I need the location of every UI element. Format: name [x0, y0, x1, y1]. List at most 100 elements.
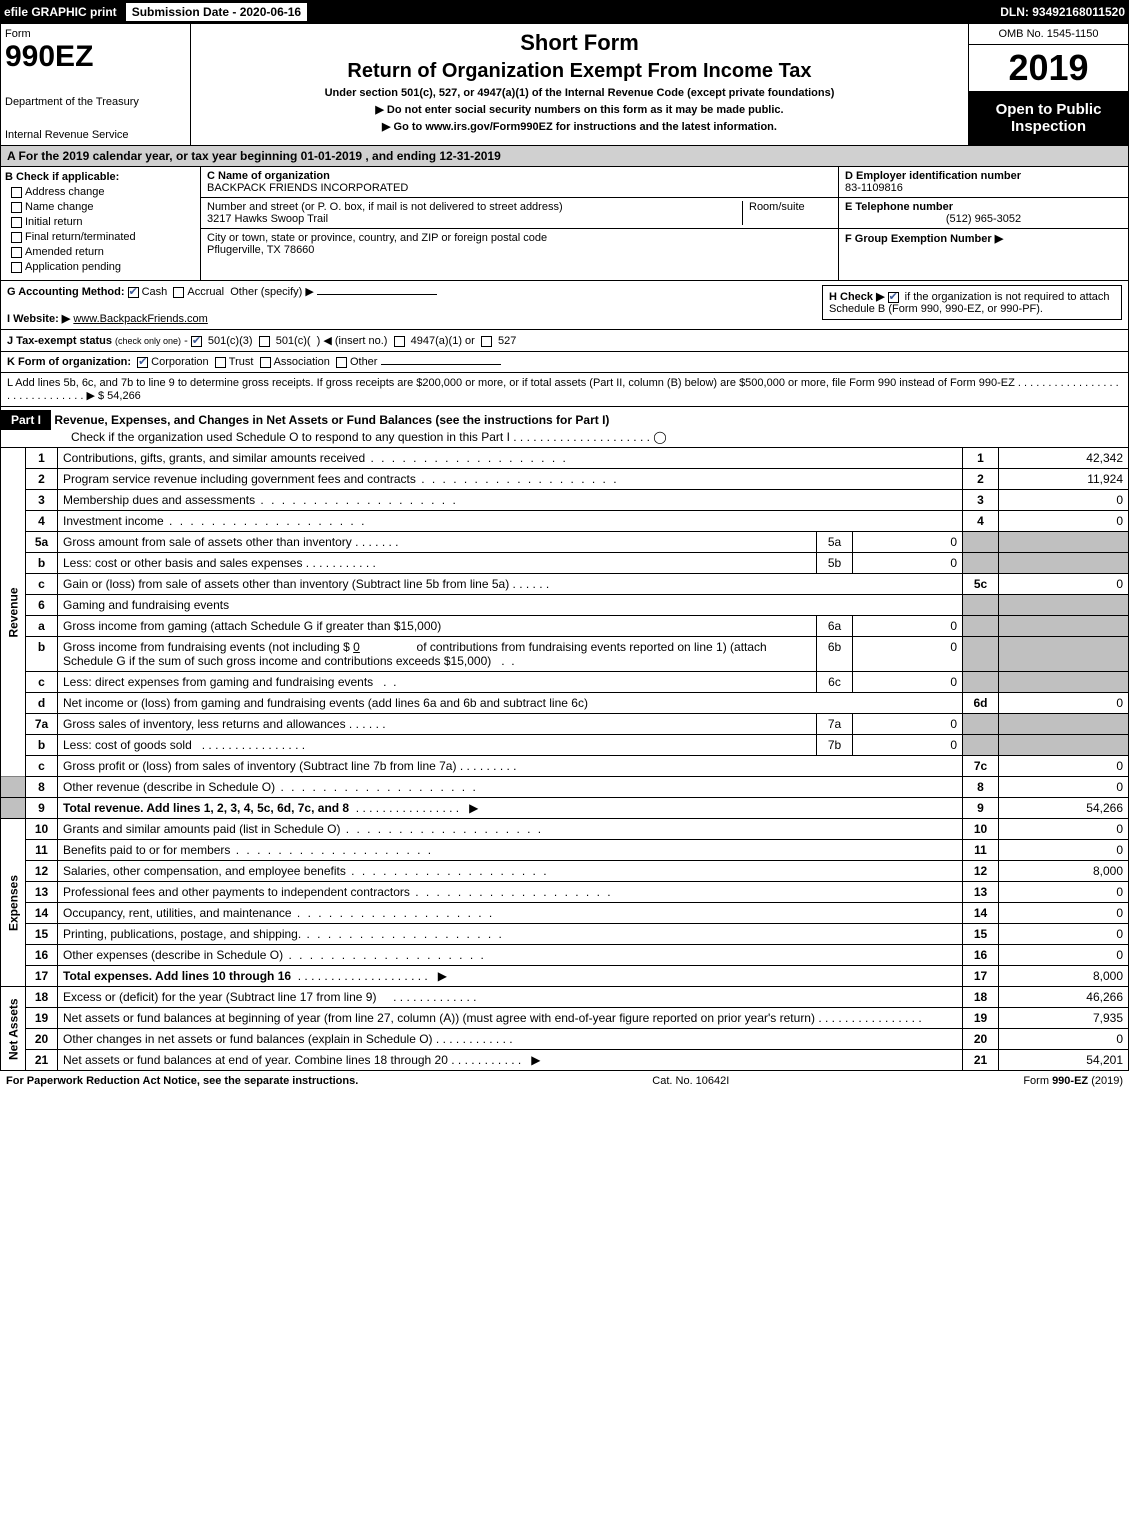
line-17-val: 8,000 [999, 966, 1129, 987]
check-501c3[interactable] [191, 336, 202, 347]
check-accrual[interactable] [173, 287, 184, 298]
street-address: 3217 Hawks Swoop Trail [207, 213, 742, 225]
line-7c-val: 0 [999, 756, 1129, 777]
header-mid: Short Form Return of Organization Exempt… [191, 24, 968, 145]
line-21-val: 54,201 [999, 1050, 1129, 1071]
line-5c-desc: Gain or (loss) from sale of assets other… [63, 577, 509, 591]
line-5b-desc: Less: cost or other basis and sales expe… [63, 556, 302, 570]
subtitle: Under section 501(c), 527, or 4947(a)(1)… [197, 87, 962, 99]
line-6b-sub: 0 [853, 637, 963, 672]
line-2-num: 2 [26, 469, 58, 490]
line-4-desc: Investment income [63, 514, 164, 528]
dept-treasury: Department of the Treasury [5, 96, 186, 108]
main-table: Revenue 1 Contributions, gifts, grants, … [0, 448, 1129, 1071]
line-17-desc: Total expenses. Add lines 10 through 16 [63, 969, 291, 983]
h-text1: H Check ▶ [829, 291, 885, 303]
efile-label: efile GRAPHIC print [4, 5, 117, 19]
check-address-change[interactable]: Address change [11, 186, 196, 198]
side-revenue: Revenue [1, 448, 26, 777]
check-name-change[interactable]: Name change [11, 201, 196, 213]
phone-value: (512) 965-3052 [845, 213, 1122, 225]
row-j: J Tax-exempt status (check only one) - 5… [0, 330, 1129, 352]
check-4947[interactable] [394, 336, 405, 347]
line-9-desc: Total revenue. Add lines 1, 2, 3, 4, 5c,… [63, 801, 349, 815]
line-7c-desc: Gross profit or (loss) from sales of inv… [63, 759, 456, 773]
omb-number: OMB No. 1545-1150 [969, 24, 1128, 45]
c-label: C Name of organization [207, 170, 330, 182]
check-final-return[interactable]: Final return/terminated [11, 231, 196, 243]
line-7b-desc: Less: cost of goods sold [63, 738, 192, 752]
org-name: BACKPACK FRIENDS INCORPORATED [207, 182, 832, 194]
l-text: L Add lines 5b, 6c, and 7b to line 9 to … [7, 377, 1119, 402]
line-16-val: 0 [999, 945, 1129, 966]
tax-period: A For the 2019 calendar year, or tax yea… [0, 146, 1129, 167]
check-527[interactable] [481, 336, 492, 347]
line-4-val: 0 [999, 511, 1129, 532]
check-cash[interactable] [128, 287, 139, 298]
box-def: D Employer identification number 83-1109… [838, 167, 1128, 280]
check-pending[interactable]: Application pending [11, 261, 196, 273]
line-12-desc: Salaries, other compensation, and employ… [63, 864, 346, 878]
cat-number: Cat. No. 10642I [652, 1075, 729, 1087]
line-6b-amt: 0 [353, 640, 360, 654]
box-b-title: B Check if applicable: [5, 171, 196, 183]
line-1-num: 1 [26, 448, 58, 469]
line-2-desc: Program service revenue including govern… [63, 472, 416, 486]
part1-check: Check if the organization used Schedule … [1, 430, 1128, 444]
line-13-desc: Professional fees and other payments to … [63, 885, 410, 899]
check-amended[interactable]: Amended return [11, 246, 196, 258]
goto-link[interactable]: ▶ Go to www.irs.gov/Form990EZ for instru… [197, 120, 962, 133]
header-left: Form 990EZ Department of the Treasury In… [1, 24, 191, 145]
line-18-desc: Excess or (deficit) for the year (Subtra… [63, 990, 376, 1004]
city-label: City or town, state or province, country… [207, 232, 832, 244]
return-title: Return of Organization Exempt From Incom… [197, 60, 962, 83]
line-1-val: 42,342 [999, 448, 1129, 469]
line-12-val: 8,000 [999, 861, 1129, 882]
part1-header: Part I Revenue, Expenses, and Changes in… [0, 407, 1129, 448]
g-label: G Accounting Method: [7, 286, 125, 298]
line-21-desc: Net assets or fund balances at end of ye… [63, 1053, 448, 1067]
line-7a-desc: Gross sales of inventory, less returns a… [63, 717, 346, 731]
line-1-ref: 1 [963, 448, 999, 469]
part1-title: Revenue, Expenses, and Changes in Net As… [54, 413, 609, 427]
d-label: D Employer identification number [845, 170, 1122, 182]
check-trust[interactable] [215, 357, 226, 368]
row-k: K Form of organization: Corporation Trus… [0, 352, 1129, 373]
line-5c-val: 0 [999, 574, 1129, 595]
line-5a-sub: 0 [853, 532, 963, 553]
side-netassets: Net Assets [1, 987, 26, 1071]
part1-label: Part I [1, 410, 51, 430]
line-6a-sub: 0 [853, 616, 963, 637]
line-6d-desc: Net income or (loss) from gaming and fun… [58, 693, 963, 714]
line-6b-desc1: Gross income from fundraising events (no… [63, 640, 350, 654]
line-18-val: 46,266 [999, 987, 1129, 1008]
line-20-val: 0 [999, 1029, 1129, 1050]
form-number: 990EZ [5, 40, 186, 74]
line-10-desc: Grants and similar amounts paid (list in… [63, 822, 340, 836]
check-501c[interactable] [259, 336, 270, 347]
tax-year: 2019 [969, 45, 1128, 91]
row-g-h: G Accounting Method: Cash Accrual Other … [0, 281, 1129, 330]
line-6a-desc: Gross income from gaming (attach Schedul… [58, 616, 817, 637]
line-10-val: 0 [999, 819, 1129, 840]
line-3-desc: Membership dues and assessments [63, 493, 255, 507]
check-other-org[interactable] [336, 357, 347, 368]
line-19-val: 7,935 [999, 1008, 1129, 1029]
check-corp[interactable] [137, 357, 148, 368]
city-state-zip: Pflugerville, TX 78660 [207, 244, 832, 256]
line-6c-desc: Less: direct expenses from gaming and fu… [63, 675, 373, 689]
irs-label: Internal Revenue Service [5, 129, 186, 141]
line-15-desc: Printing, publications, postage, and shi… [63, 927, 301, 941]
check-schedule-b[interactable] [888, 292, 899, 303]
side-expenses: Expenses [1, 819, 26, 987]
top-bar: efile GRAPHIC print Submission Date - 20… [0, 0, 1129, 24]
short-form-title: Short Form [197, 30, 962, 56]
check-initial-return[interactable]: Initial return [11, 216, 196, 228]
header-right: OMB No. 1545-1150 2019 Open to Public In… [968, 24, 1128, 145]
line-14-val: 0 [999, 903, 1129, 924]
line-2-val: 11,924 [999, 469, 1129, 490]
check-assoc[interactable] [260, 357, 271, 368]
info-box: B Check if applicable: Address change Na… [0, 167, 1129, 281]
website-value[interactable]: www.BackpackFriends.com [73, 313, 208, 325]
line-6c-sub: 0 [853, 672, 963, 693]
